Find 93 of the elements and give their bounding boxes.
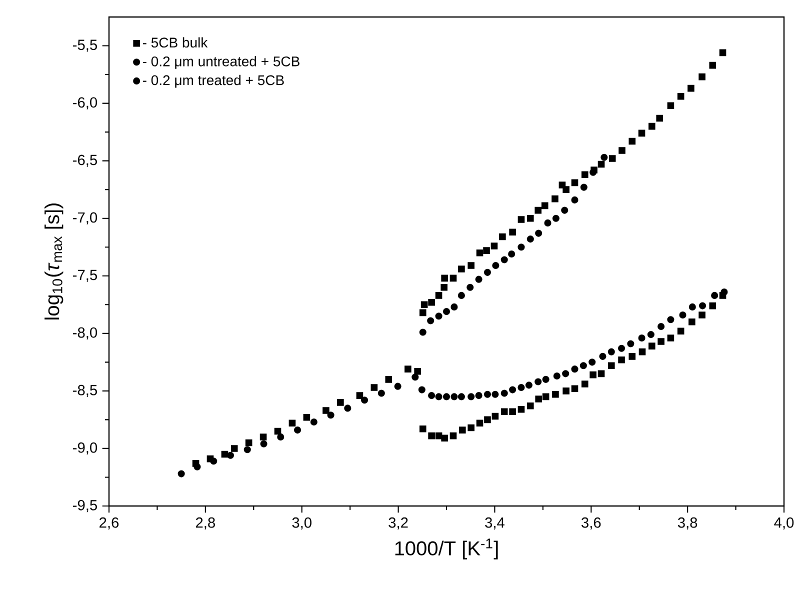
point bbox=[492, 390, 499, 398]
point bbox=[518, 384, 525, 392]
point bbox=[679, 311, 686, 319]
point bbox=[688, 303, 696, 310]
point bbox=[442, 308, 450, 316]
point bbox=[475, 276, 482, 283]
point bbox=[435, 393, 442, 400]
point bbox=[260, 440, 268, 448]
x-tick-label: 3,6 bbox=[582, 517, 601, 530]
point bbox=[508, 250, 516, 258]
point bbox=[561, 206, 568, 214]
point bbox=[599, 352, 606, 360]
x-tick-label: 4,0 bbox=[774, 517, 794, 530]
y-tick-label: -9,5 bbox=[72, 500, 97, 512]
point bbox=[526, 236, 534, 243]
point bbox=[627, 340, 634, 348]
point bbox=[608, 348, 615, 356]
point bbox=[580, 184, 588, 191]
point bbox=[600, 154, 608, 161]
point bbox=[544, 219, 552, 226]
point bbox=[580, 362, 587, 370]
point bbox=[361, 396, 368, 404]
point bbox=[458, 393, 465, 400]
y-tick-label: -5,5 bbox=[72, 40, 97, 52]
point bbox=[535, 230, 542, 237]
y-tick-label: -7,5 bbox=[72, 270, 97, 282]
point bbox=[484, 268, 492, 276]
point bbox=[667, 316, 674, 324]
x-tick-label: 2,8 bbox=[196, 517, 215, 530]
x-tick-label: 3,0 bbox=[292, 517, 312, 530]
x-axis-title: 1000/T [K$^{-1}$] bbox=[395, 538, 498, 560]
y-tick-label: -6,5 bbox=[72, 154, 97, 167]
point bbox=[553, 372, 560, 380]
point bbox=[466, 284, 474, 291]
legend-label: - 0.2 μm treated + 5CB bbox=[142, 74, 284, 88]
point bbox=[509, 386, 516, 394]
x-tick-label: 3,4 bbox=[485, 517, 504, 530]
point bbox=[178, 470, 185, 478]
point bbox=[588, 358, 596, 366]
point bbox=[244, 446, 251, 454]
point bbox=[492, 262, 500, 270]
point bbox=[378, 390, 385, 397]
point bbox=[484, 390, 492, 398]
point bbox=[412, 374, 419, 381]
point bbox=[194, 463, 201, 470]
point bbox=[210, 458, 218, 465]
point bbox=[562, 370, 570, 378]
point bbox=[468, 393, 475, 400]
point bbox=[450, 303, 458, 310]
y-tick-label: -9,0 bbox=[72, 442, 98, 455]
legend-label: - 0.2 μm untreated + 5CB bbox=[142, 56, 300, 69]
point bbox=[542, 376, 550, 383]
point bbox=[226, 452, 234, 459]
point bbox=[638, 334, 646, 342]
x-tick-label: 2,6 bbox=[100, 517, 119, 530]
point bbox=[552, 214, 560, 222]
point bbox=[450, 393, 458, 400]
point bbox=[525, 382, 532, 389]
point bbox=[518, 244, 525, 251]
point bbox=[500, 390, 508, 397]
point bbox=[435, 312, 442, 320]
y-tick-label: -8,0 bbox=[72, 327, 98, 340]
y-tick-label: -8,5 bbox=[72, 384, 97, 398]
point bbox=[475, 392, 482, 400]
point bbox=[327, 412, 334, 419]
legend-label: - 5CB bulk bbox=[142, 37, 208, 48]
point bbox=[500, 256, 508, 264]
point bbox=[419, 328, 426, 336]
point bbox=[711, 292, 718, 299]
y-tick-label: -6,0 bbox=[72, 97, 98, 110]
point bbox=[277, 433, 284, 440]
point bbox=[427, 317, 434, 324]
point bbox=[647, 331, 654, 338]
point bbox=[458, 292, 465, 299]
x-tick-label: 3,2 bbox=[388, 517, 408, 530]
point bbox=[720, 288, 728, 296]
point bbox=[418, 386, 426, 394]
point bbox=[698, 302, 706, 310]
point bbox=[394, 382, 402, 390]
point bbox=[534, 378, 542, 386]
point bbox=[571, 366, 578, 373]
point bbox=[658, 322, 665, 330]
point bbox=[590, 168, 597, 176]
point bbox=[344, 404, 352, 412]
point bbox=[571, 196, 578, 204]
y-axis-title: log$_{10}$(τ$_{max}$ [s]) bbox=[44, 203, 64, 320]
point bbox=[310, 418, 318, 426]
y-tick-label: -7,0 bbox=[72, 212, 98, 224]
point bbox=[618, 344, 626, 352]
point bbox=[428, 392, 436, 400]
x-tick-label: 3,8 bbox=[678, 517, 698, 530]
point bbox=[442, 393, 450, 400]
point bbox=[294, 426, 302, 434]
